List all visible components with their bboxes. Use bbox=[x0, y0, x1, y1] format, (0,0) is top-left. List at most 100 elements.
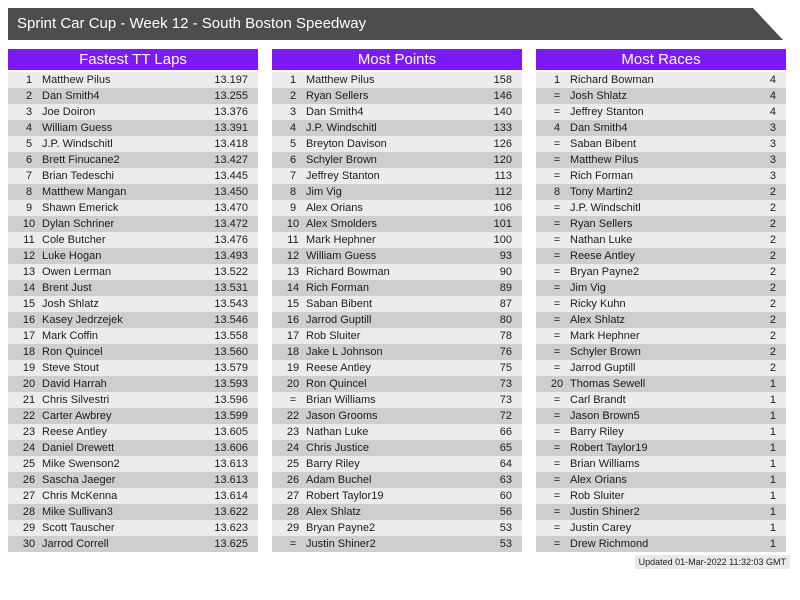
value-cell: 2 bbox=[769, 266, 776, 278]
table-row: 27 Robert Taylor19 60 bbox=[272, 488, 522, 504]
table-row: 14 Brent Just 13.531 bbox=[8, 280, 258, 296]
rank-cell: 28 bbox=[286, 506, 300, 518]
table-rows-most-races: 1 Richard Bowman 4 = Josh Shlatz 4 = Jeffrey St… bbox=[536, 72, 786, 552]
table-row: 4 J.P. Windschitl 133 bbox=[272, 120, 522, 136]
value-cell: 1 bbox=[769, 474, 776, 486]
value-cell: 4 bbox=[769, 74, 776, 86]
driver-name: Cole Butcher bbox=[42, 234, 106, 246]
table-row: 8 Jim Vig 112 bbox=[272, 184, 522, 200]
value-cell: 13.531 bbox=[214, 282, 248, 294]
rank-cell: 7 bbox=[25, 170, 33, 182]
table-row: 7 Brian Tedeschi 13.445 bbox=[8, 168, 258, 184]
table-row: 17 Rob Sluiter 78 bbox=[272, 328, 522, 344]
rank-cell: 17 bbox=[22, 330, 36, 342]
value-cell: 126 bbox=[493, 138, 512, 150]
table-row: = Brian Williams 73 bbox=[272, 392, 522, 408]
table-row: 20 Ron Quincel 73 bbox=[272, 376, 522, 392]
table-row: = Alex Shlatz 2 bbox=[536, 312, 786, 328]
value-cell: 3 bbox=[769, 122, 776, 134]
table-row: 13 Richard Bowman 90 bbox=[272, 264, 522, 280]
rank-cell: = bbox=[553, 90, 561, 102]
table-row: 29 Bryan Payne2 53 bbox=[272, 520, 522, 536]
driver-name: Jarrod Guptill bbox=[570, 362, 636, 374]
table-row: 3 Dan Smith4 140 bbox=[272, 104, 522, 120]
driver-name: Kasey Jedrzejek bbox=[42, 314, 123, 326]
rank-cell: = bbox=[553, 394, 561, 406]
value-cell: 13.613 bbox=[214, 474, 248, 486]
value-cell: 1 bbox=[769, 538, 776, 550]
value-cell: 73 bbox=[499, 378, 512, 390]
driver-name: Robert Taylor19 bbox=[306, 490, 384, 502]
driver-name: Jason Grooms bbox=[306, 410, 378, 422]
table-row: 4 William Guess 13.391 bbox=[8, 120, 258, 136]
table-row: 20 Thomas Sewell 1 bbox=[536, 376, 786, 392]
value-cell: 78 bbox=[499, 330, 512, 342]
rank-cell: 25 bbox=[22, 458, 36, 470]
value-cell: 13.376 bbox=[214, 106, 248, 118]
leaderboard-tables: Fastest TT Laps 1 Matthew Pilus 13.197 2 Dan… bbox=[8, 49, 786, 552]
value-cell: 2 bbox=[769, 250, 776, 262]
rank-cell: 1 bbox=[553, 74, 561, 86]
table-row: 1 Matthew Pilus 13.197 bbox=[8, 72, 258, 88]
table-row: 16 Kasey Jedrzejek 13.546 bbox=[8, 312, 258, 328]
table-row: = Matthew Pilus 3 bbox=[536, 152, 786, 168]
rank-cell: = bbox=[553, 474, 561, 486]
rank-cell: 6 bbox=[25, 154, 33, 166]
driver-name: Schyler Brown bbox=[570, 346, 641, 358]
rank-cell: = bbox=[553, 106, 561, 118]
value-cell: 13.445 bbox=[214, 170, 248, 182]
table-row: 29 Scott Tauscher 13.623 bbox=[8, 520, 258, 536]
rank-cell: 9 bbox=[289, 202, 297, 214]
value-cell: 65 bbox=[499, 442, 512, 454]
rank-cell: 14 bbox=[22, 282, 36, 294]
driver-name: Jarrod Guptill bbox=[306, 314, 372, 326]
value-cell: 13.255 bbox=[214, 90, 248, 102]
rank-cell: 8 bbox=[289, 186, 297, 198]
table-row: 8 Matthew Mangan 13.450 bbox=[8, 184, 258, 200]
driver-name: Mark Hephner bbox=[306, 234, 376, 246]
event-title: Sprint Car Cup - Week 12 - South Boston … bbox=[17, 15, 367, 32]
value-cell: 106 bbox=[493, 202, 512, 214]
table-row: 24 Chris Justice 65 bbox=[272, 440, 522, 456]
driver-name: Nathan Luke bbox=[570, 234, 633, 246]
driver-name: Rob Sluiter bbox=[306, 330, 361, 342]
driver-name: Jason Brown5 bbox=[570, 410, 640, 422]
rank-cell: = bbox=[553, 458, 561, 470]
table-row: 27 Chris McKenna 13.614 bbox=[8, 488, 258, 504]
table-row: = Rob Sluiter 1 bbox=[536, 488, 786, 504]
table-row: 18 Ron Quincel 13.560 bbox=[8, 344, 258, 360]
rank-cell: 13 bbox=[286, 266, 300, 278]
table-row: 22 Jason Grooms 72 bbox=[272, 408, 522, 424]
value-cell: 63 bbox=[499, 474, 512, 486]
table-most-races: Most Races 1 Richard Bowman 4 = Josh Shlatz 4… bbox=[536, 49, 786, 552]
value-cell: 2 bbox=[769, 298, 776, 310]
last-updated-timestamp: Updated 01-Mar-2022 11:32:03 GMT bbox=[634, 555, 790, 569]
rank-cell: 7 bbox=[289, 170, 297, 182]
driver-name: Alex Orians bbox=[306, 202, 363, 214]
value-cell: 90 bbox=[499, 266, 512, 278]
driver-name: Ron Quincel bbox=[42, 346, 103, 358]
driver-name: Robert Taylor19 bbox=[570, 442, 648, 454]
driver-name: Bryan Payne2 bbox=[306, 522, 376, 534]
value-cell: 13.605 bbox=[214, 426, 248, 438]
rank-cell: 25 bbox=[286, 458, 300, 470]
value-cell: 120 bbox=[493, 154, 512, 166]
driver-name: Mike Swenson2 bbox=[42, 458, 120, 470]
table-row: 30 Jarrod Correll 13.625 bbox=[8, 536, 258, 552]
value-cell: 13.197 bbox=[214, 74, 248, 86]
driver-name: Rich Forman bbox=[570, 170, 633, 182]
driver-name: Steve Stout bbox=[42, 362, 99, 374]
rank-cell: 23 bbox=[22, 426, 36, 438]
rank-cell: 26 bbox=[286, 474, 300, 486]
rank-cell: 20 bbox=[22, 378, 36, 390]
rank-cell: 1 bbox=[289, 74, 297, 86]
driver-name: Ricky Kuhn bbox=[570, 298, 626, 310]
driver-name: Dylan Schriner bbox=[42, 218, 115, 230]
driver-name: Dan Smith4 bbox=[42, 90, 100, 102]
value-cell: 13.606 bbox=[214, 442, 248, 454]
driver-name: Sascha Jaeger bbox=[42, 474, 116, 486]
driver-name: Brian Williams bbox=[306, 394, 376, 406]
value-cell: 158 bbox=[493, 74, 512, 86]
driver-name: Reese Antley bbox=[42, 426, 107, 438]
value-cell: 73 bbox=[499, 394, 512, 406]
